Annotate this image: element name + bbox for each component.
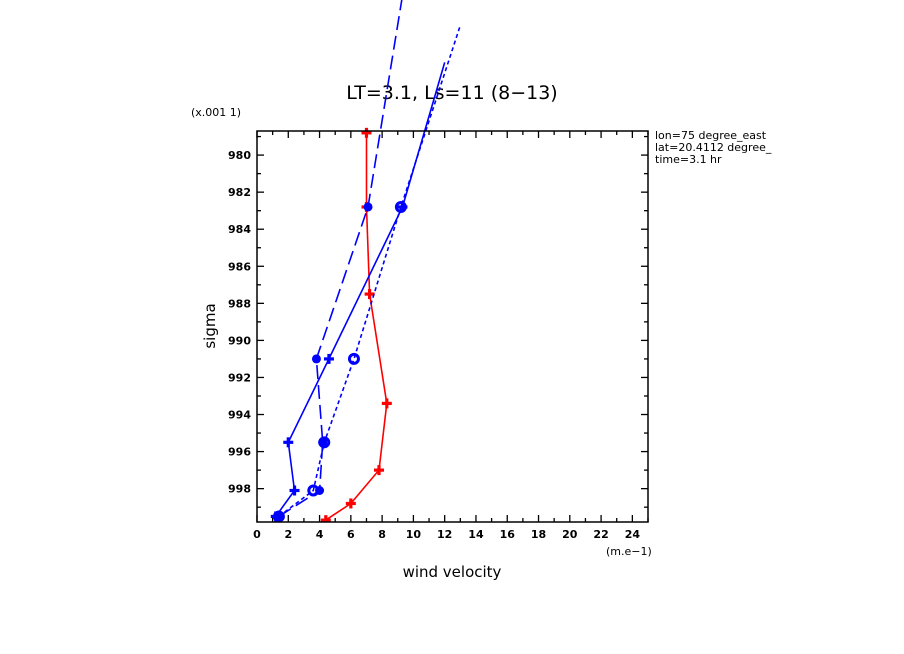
y-tick-label: 996 xyxy=(228,446,251,459)
y-tick-label: 984 xyxy=(228,223,251,236)
x-tick-label: 16 xyxy=(500,528,516,541)
y-axis-ticks: 980 982 984 986 988 990 992 994 996 998 xyxy=(228,135,648,508)
data-point xyxy=(320,515,331,522)
data-point xyxy=(289,485,300,496)
x-tick-label: 20 xyxy=(562,528,578,541)
series-line-1 xyxy=(325,132,388,521)
series-group xyxy=(270,0,462,522)
x-tick-label: 10 xyxy=(406,528,422,541)
y-tick-label: 990 xyxy=(228,334,251,347)
y-tick-label: 988 xyxy=(228,297,251,310)
plot-frame xyxy=(256,130,649,523)
x-tick-label: 24 xyxy=(625,528,641,541)
y-tick-label: 994 xyxy=(228,409,251,422)
data-point xyxy=(373,465,384,476)
data-point xyxy=(307,484,320,497)
annotation-line: lon=75 degree_east xyxy=(655,129,767,142)
x-axis-label: wind velocity xyxy=(403,563,502,581)
x-tick-label: 8 xyxy=(378,528,386,541)
x-tick-label: 6 xyxy=(347,528,355,541)
series-line-3 xyxy=(278,0,403,518)
data-point xyxy=(323,353,334,364)
data-point xyxy=(345,498,356,509)
y-tick-label: 980 xyxy=(228,149,251,162)
x-tick-label: 4 xyxy=(316,528,324,541)
y-axis-label: sigma xyxy=(201,303,219,348)
data-point xyxy=(361,127,372,138)
x-tick-label: 2 xyxy=(284,528,292,541)
series-line-4 xyxy=(278,25,462,518)
y-unit-label: (x.001 1) xyxy=(191,106,241,119)
x-tick-label: 22 xyxy=(593,528,608,541)
x-unit-label: (m.e−1) xyxy=(606,545,652,558)
data-point xyxy=(283,437,294,448)
chart-title: LT=3.1, Ls=11 (8−13) xyxy=(346,82,557,104)
y-tick-label: 986 xyxy=(228,260,251,273)
x-axis-ticks: 0 2 4 6 8 10 12 14 16 18 20 22 24 xyxy=(253,131,649,541)
data-point xyxy=(364,289,375,300)
data-point xyxy=(381,398,392,409)
x-tick-label: 0 xyxy=(253,528,261,541)
x-tick-label: 12 xyxy=(437,528,452,541)
data-point xyxy=(311,354,321,364)
annotation-line: time=3.1 hr xyxy=(655,153,722,166)
x-tick-label: 14 xyxy=(468,528,484,541)
y-tick-label: 998 xyxy=(228,483,251,496)
annotation-line: lat=20.4112 degree_ xyxy=(655,141,772,154)
y-tick-label: 982 xyxy=(228,186,251,199)
data-point xyxy=(363,202,373,212)
x-tick-label: 18 xyxy=(531,528,546,541)
data-point xyxy=(394,200,407,213)
y-tick-label: 992 xyxy=(228,371,251,384)
data-point xyxy=(318,436,331,449)
data-point xyxy=(347,352,360,365)
data-point xyxy=(272,510,285,522)
